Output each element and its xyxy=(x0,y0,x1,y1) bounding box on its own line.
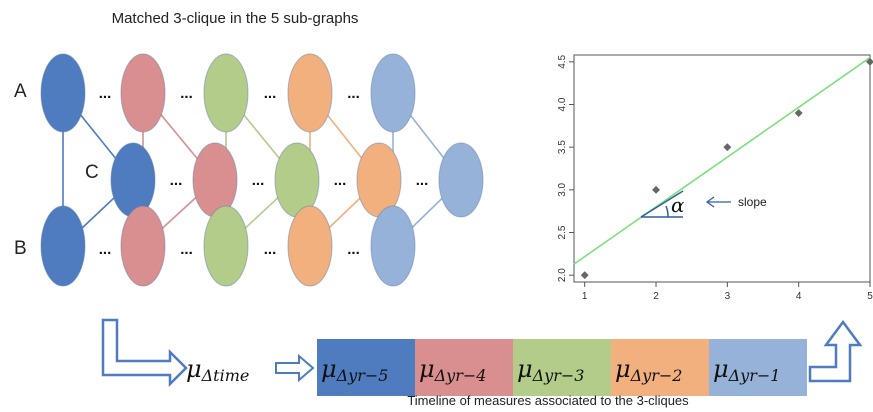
timeline-label-1: μΔyr−5 xyxy=(321,355,388,385)
ellipsis-row-b-2: ... xyxy=(180,241,193,258)
bent-arrow-up-right xyxy=(808,319,863,383)
graph-nodes xyxy=(40,53,484,287)
ellipsis-row-c-1: ... xyxy=(170,172,183,189)
timeline-box-5 xyxy=(709,339,807,396)
ellipsis-row-b-3: ... xyxy=(264,241,277,258)
node-label-b: B xyxy=(14,238,27,259)
graph-ellipsis-markers: .................................... xyxy=(99,85,429,258)
timeline-subscript-3: Δyr−3 xyxy=(532,366,585,385)
node-b-5 xyxy=(370,205,416,287)
x-tick-label-3: 3 xyxy=(725,291,731,302)
timeline-box-2 xyxy=(415,339,513,396)
x-tick-label-5: 5 xyxy=(867,291,873,302)
timeline-boxes: μΔyr−5 μΔyr−4 μΔyr−3 μΔyr−2 μΔyr−1 xyxy=(317,339,807,396)
node-a-4 xyxy=(287,53,333,133)
y-tick-label-2.5: 2.5 xyxy=(557,225,568,239)
diagram-title: Matched 3-clique in the 5 sub-graphs xyxy=(112,10,359,27)
node-label-c: C xyxy=(85,162,99,183)
timeline-label-4: μΔyr−2 xyxy=(615,355,682,385)
timeline-mu-1: μ xyxy=(321,355,337,383)
timeline-subscript-2: Δyr−4 xyxy=(434,366,487,385)
ellipsis-row-c-2: ... xyxy=(252,172,265,189)
node-c-1 xyxy=(110,142,156,218)
timeline-box-4 xyxy=(611,339,709,396)
mu-time-symbol: μ xyxy=(186,355,202,383)
timeline-mu-3: μ xyxy=(517,355,533,383)
slope-arrow-head xyxy=(705,196,715,208)
timeline-caption: Timeline of measures associated to the 3… xyxy=(407,393,689,408)
slope-angle-arc xyxy=(665,205,669,218)
chart-trendline xyxy=(573,56,871,265)
data-point-3 xyxy=(723,143,732,152)
timeline-label-2: μΔyr−4 xyxy=(419,355,486,385)
y-tick-label-3.0: 3.0 xyxy=(557,182,568,196)
ellipsis-row-a-2: ... xyxy=(180,85,193,102)
node-c-2 xyxy=(192,142,238,218)
timeline-mu-5: μ xyxy=(713,355,729,383)
small-arrow-right xyxy=(275,353,315,383)
ellipsis-row-c-3: ... xyxy=(334,172,347,189)
node-a-3 xyxy=(203,53,249,133)
chart-y-ticks: 2.0 2.5 3.0 3.5 4.0 4.5 xyxy=(557,54,574,282)
mu-time-subscript: Δtime xyxy=(201,366,250,385)
slope-label: slope xyxy=(738,195,767,209)
x-tick-label-2: 2 xyxy=(653,291,659,302)
slope-scatter-chart: 1 2 3 4 5 2.0 2.5 3.0 3.5 4.0 4.5 α slope xyxy=(557,54,873,302)
node-a-5 xyxy=(370,53,416,133)
slope-annotation: α slope xyxy=(640,190,767,218)
y-tick-label-2.0: 2.0 xyxy=(557,268,568,282)
subgraph-sequence: .................................... A C… xyxy=(14,53,484,287)
bent-arrow-left xyxy=(101,318,188,388)
node-a-2 xyxy=(120,53,166,133)
timeline-label-3: μΔyr−3 xyxy=(517,355,584,385)
ellipsis-row-c-4: ... xyxy=(416,172,429,189)
node-label-a: A xyxy=(14,81,27,102)
ellipsis-row-b-4: ... xyxy=(347,241,360,258)
slope-alpha-symbol: α xyxy=(671,193,685,217)
chart-x-ticks: 1 2 3 4 5 xyxy=(582,282,873,302)
timeline-subscript-4: Δyr−2 xyxy=(630,366,683,385)
ellipsis-row-a-1: ... xyxy=(99,85,112,102)
data-point-1 xyxy=(580,271,589,280)
timeline-box-1 xyxy=(317,339,415,396)
timeline-label-5: μΔyr−1 xyxy=(713,355,780,385)
y-tick-label-3.5: 3.5 xyxy=(557,140,568,154)
node-b-4 xyxy=(287,205,333,287)
node-c-5 xyxy=(438,142,484,218)
node-a-1 xyxy=(40,53,86,133)
x-tick-label-1: 1 xyxy=(582,291,588,302)
timeline-box-3 xyxy=(513,339,611,396)
timeline-subscript-5: Δyr−1 xyxy=(728,366,781,385)
x-tick-label-4: 4 xyxy=(796,291,802,302)
node-b-2 xyxy=(120,205,166,287)
timeline-mu-2: μ xyxy=(419,355,435,383)
timeline-subscript-1: Δyr−5 xyxy=(336,366,389,385)
svg-text:μΔtime: μΔtime xyxy=(186,355,249,385)
ellipsis-row-b-1: ... xyxy=(99,241,112,258)
mu-delta-time: μΔtime xyxy=(186,355,249,385)
ellipsis-row-a-4: ... xyxy=(347,85,360,102)
node-b-3 xyxy=(203,205,249,287)
y-tick-label-4.0: 4.0 xyxy=(557,97,568,111)
timeline-mu-4: μ xyxy=(615,355,631,383)
y-tick-label-4.5: 4.5 xyxy=(557,54,568,68)
slope-hypotenuse xyxy=(640,190,684,218)
node-b-1 xyxy=(40,205,86,287)
ellipsis-row-a-3: ... xyxy=(264,85,277,102)
